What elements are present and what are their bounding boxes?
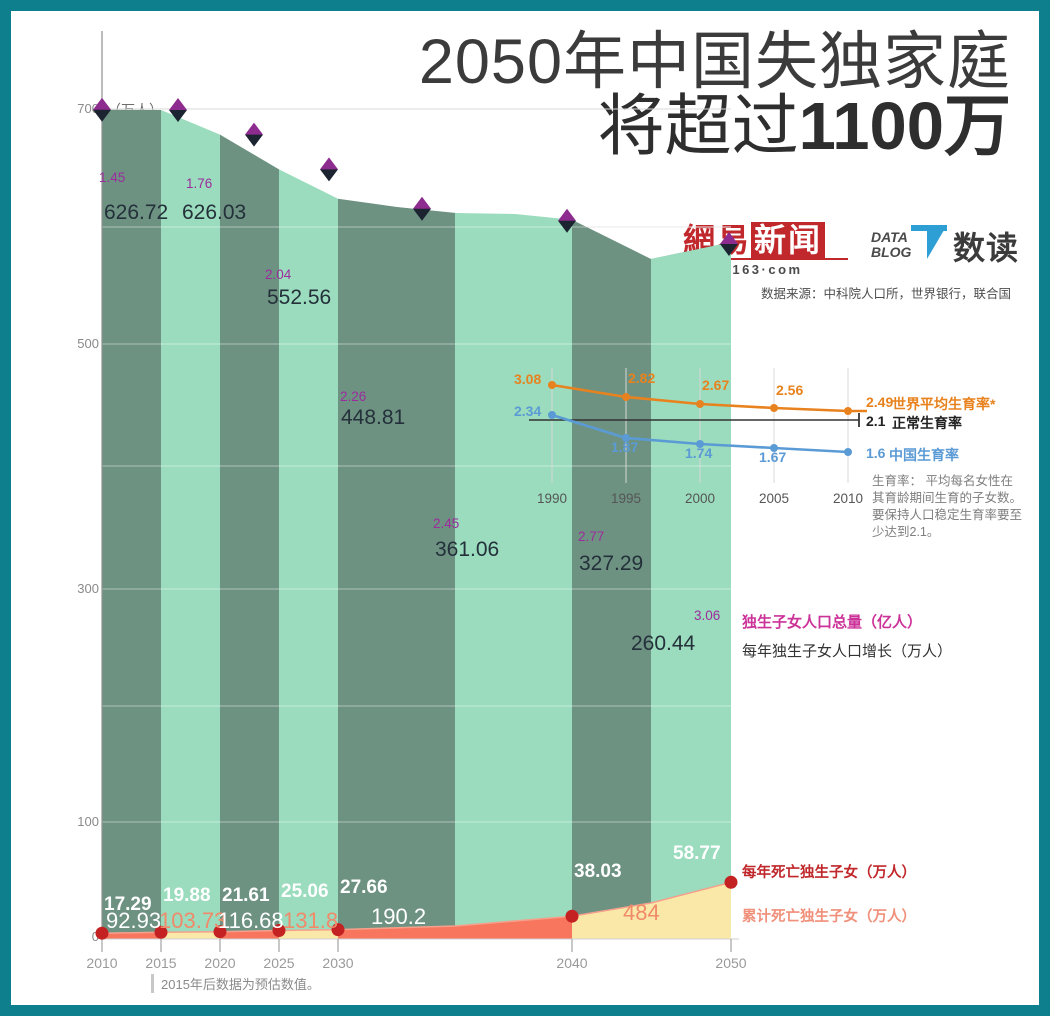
inset-china-value-2000: 1.74 — [685, 445, 713, 461]
x-tick-marks — [101, 939, 732, 952]
cumulative-label-2: 103.73 — [159, 908, 227, 933]
total-label-2015: 1.76 — [186, 176, 213, 191]
inset-world-value-1995: 2.82 — [628, 370, 656, 386]
inset-china-value-1990: 2.34 — [514, 403, 542, 419]
x-tick-2025: 2025 — [263, 955, 295, 971]
x-tick-2020: 2020 — [204, 955, 236, 971]
deaths-label-2020: 21.61 — [222, 885, 270, 906]
growth-label-2015: 626.03 — [182, 201, 247, 224]
inset-china-points — [548, 411, 852, 456]
estimate-footnote: 2015年后数据为预估数值。 — [151, 974, 320, 993]
inset-world-value-2000: 2.67 — [702, 377, 730, 393]
cumulative-label-1: 92.93 — [106, 908, 162, 933]
fertility-rate-inset-chart — [529, 368, 867, 483]
x-tick-2030: 2030 — [322, 955, 354, 971]
y-tick-700: 700 — [77, 101, 99, 116]
legend-annual-deaths: 每年死亡独生子女（万人） — [742, 865, 916, 881]
netease-brand-part2: 新闻 — [751, 222, 826, 258]
inset-china-value-2005: 1.67 — [759, 449, 787, 465]
annual-growth-area — [102, 109, 731, 939]
total-label-2040: 2.77 — [578, 529, 605, 544]
inset-world-value-2010: 2.49 — [866, 394, 894, 410]
cumulative-label-5: 190.2 — [371, 904, 427, 929]
deaths-label-2025: 25.06 — [281, 881, 329, 902]
growth-label-2050: 260.44 — [631, 632, 696, 655]
y-tick-300: 300 — [77, 581, 99, 596]
shudu-wordmark: 数读 — [953, 230, 1020, 266]
gridlines-overlay — [102, 226, 731, 823]
only-child-total-markers — [93, 97, 738, 256]
data-source-line: 数据来源：中科院人口所，世界银行，联合国 — [760, 287, 1011, 301]
deaths-label-2040: 38.03 — [574, 861, 622, 882]
growth-label-2010: 626.72 — [104, 201, 169, 224]
x-tick-2050: 2050 — [715, 955, 747, 971]
inset-legend-world: 世界平均生育率* — [892, 396, 996, 412]
deaths-label-2030: 27.66 — [340, 877, 388, 898]
total-label-2050: 3.06 — [694, 608, 721, 623]
title-prefix: 将超过 — [597, 89, 799, 165]
blog-word: BLOG — [871, 244, 912, 260]
deaths-label-2050: 58.77 — [673, 843, 721, 864]
x-tick-2010: 2010 — [86, 955, 118, 971]
growth-label-2040: 327.29 — [579, 552, 644, 575]
inset-world-value-1990: 3.08 — [514, 371, 542, 387]
cumulative-label-4: 131.8 — [283, 908, 339, 933]
legend-total-only-child: 独生子女人口总量（亿人） — [742, 614, 923, 631]
inset-world-value-2005: 2.56 — [776, 382, 804, 398]
total-label-2030: 2.45 — [433, 516, 460, 531]
total-label-2025: 2.26 — [340, 389, 367, 404]
cumulative-label-3: 116.68 — [218, 908, 284, 933]
datablog-wordmark: DATA BLOG — [871, 230, 911, 260]
datablog-flag-icon — [927, 225, 947, 259]
growth-label-2030: 361.06 — [435, 538, 500, 561]
inset-reference-line — [529, 413, 860, 427]
data-word: DATA — [871, 229, 908, 245]
inset-x-1995: 1995 — [610, 491, 642, 506]
inset-legend-china: 中国生育率 — [889, 447, 959, 463]
title-suffix: 万 — [944, 89, 1011, 165]
deaths-label-2015: 19.88 — [163, 885, 211, 906]
inset-china-value-2010: 1.6 — [866, 445, 886, 461]
growth-label-2025: 448.81 — [341, 406, 406, 429]
deaths-label-2010: 17.29 — [104, 894, 152, 915]
inset-gridlines — [551, 368, 849, 483]
y-tick-500: 500 — [77, 336, 99, 351]
title-block: 2050年中国失独家庭 将超过1100万 — [391, 29, 1011, 164]
growth-label-2020: 552.56 — [267, 286, 332, 309]
inset-x-2000: 2000 — [684, 491, 716, 506]
x-tick-2040: 2040 — [556, 955, 588, 971]
legend-cumulative-deaths: 累计死亡独生子女（万人） — [742, 909, 916, 925]
page-title-line1: 2050年中国失独家庭 — [418, 27, 1011, 97]
y-tick-100: 100 — [77, 814, 99, 829]
inset-x-2005: 2005 — [758, 491, 790, 506]
title-number: 1100 — [798, 89, 944, 165]
cumulative-label-6: 484 — [623, 900, 660, 925]
page-title-line2: 将超过1100万 — [391, 89, 1011, 165]
inset-china-value-1995: 1.87 — [611, 439, 639, 455]
total-label-2010: 1.45 — [99, 170, 126, 185]
x-tick-2015: 2015 — [145, 955, 177, 971]
infographic-canvas: 2050年中国失独家庭 将超过1100万 網易新闻 news·163·com D… — [11, 11, 1039, 1005]
logo-divider — [683, 258, 848, 260]
inset-world-points — [548, 381, 852, 415]
y-tick-0: 0 — [91, 929, 99, 944]
total-label-2020: 2.04 — [265, 267, 292, 282]
annual-death-points — [95, 875, 738, 940]
main-area-chart — [93, 31, 739, 952]
inset-x-1990: 1990 — [536, 491, 568, 506]
inset-legend-normal: 正常生育率 — [892, 415, 962, 431]
inset-reference-value: 2.1 — [866, 413, 886, 429]
inset-x-2010: 2010 — [832, 491, 864, 506]
legend-annual-growth: 每年独生子女人口增长（万人） — [742, 643, 953, 660]
fertility-rate-definition-note: 生育率： 平均每名女性在其育龄期间生育的子女数。要保持人口稳定生育率要至少达到2… — [872, 474, 1023, 539]
